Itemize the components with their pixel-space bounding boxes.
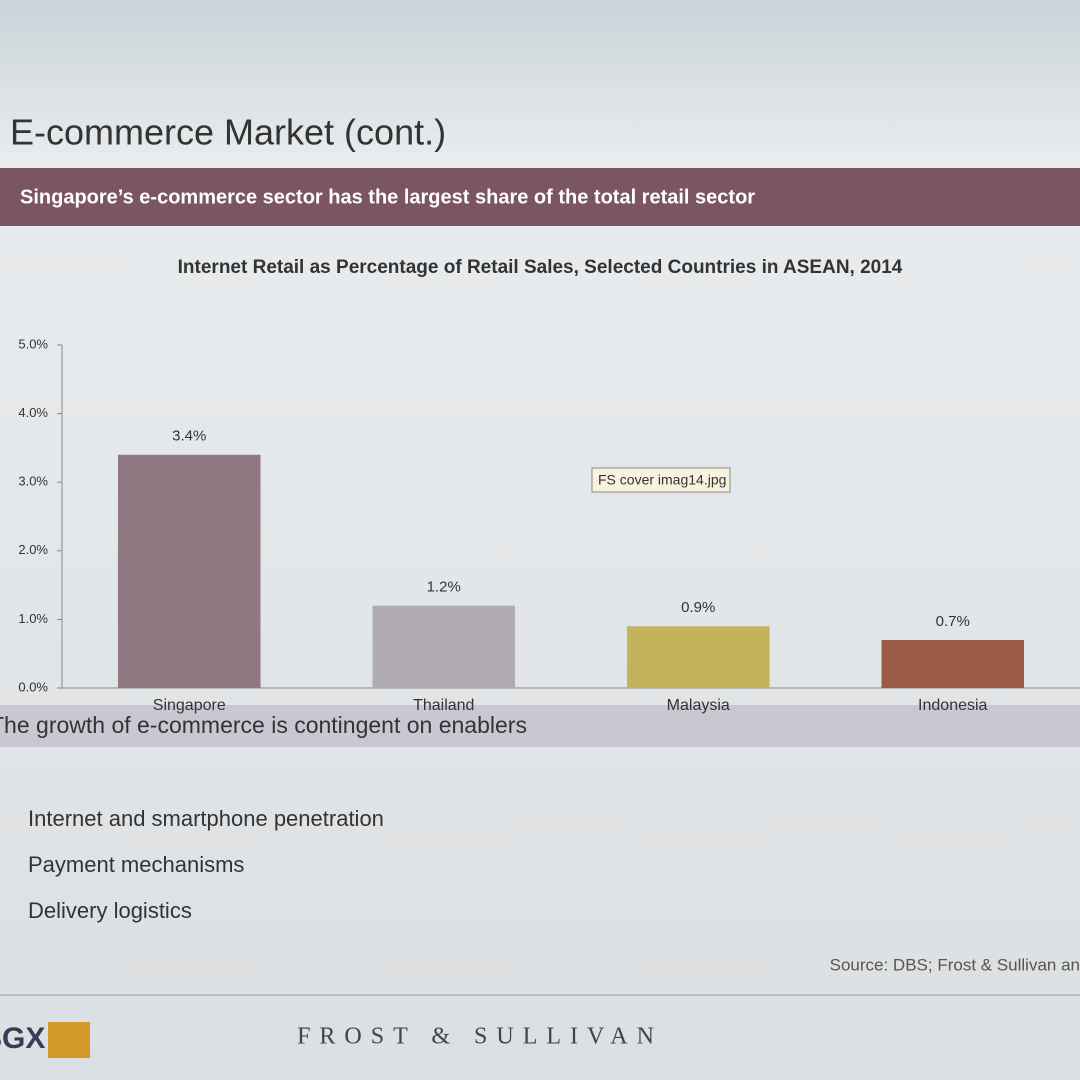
footer-brand: FROST & SULLIVAN [297, 1024, 663, 1050]
bullet: Payment mechanisms [28, 852, 244, 877]
y-tick-label: 2.0% [18, 542, 48, 557]
bar [372, 605, 516, 688]
value-label: 1.2% [427, 579, 461, 596]
value-label: 0.9% [681, 599, 715, 616]
banner-text: Singapore’s e-commerce sector has the la… [20, 186, 755, 208]
x-tick-label: Thailand [413, 697, 474, 714]
value-label: 0.7% [936, 613, 970, 630]
source: Source: DBS; Frost & Sullivan an [830, 955, 1080, 974]
x-tick-label: Singapore [153, 697, 226, 714]
tooltip-text: FS cover imag14.jpg [598, 472, 726, 488]
tooltip [591, 467, 731, 493]
logo-mark [48, 1022, 90, 1058]
y-tick-label: 3.0% [18, 474, 48, 489]
bar [881, 639, 1025, 688]
y-tick-label: 1.0% [18, 611, 48, 626]
chart-title: Internet Retail as Percentage of Retail … [178, 257, 903, 278]
x-tick-label: Malaysia [667, 697, 730, 714]
value-label: 3.4% [172, 428, 206, 445]
banner [0, 168, 1080, 226]
section-heading: The growth of e-commerce is contingent o… [0, 712, 527, 738]
bar [117, 454, 261, 688]
slide-title: E-commerce Market (cont.) [10, 112, 446, 153]
y-tick-label: 4.0% [18, 405, 48, 420]
bar [626, 626, 770, 688]
section-band [0, 705, 1080, 747]
bullet: Delivery logistics [28, 898, 192, 923]
y-tick-label: 5.0% [18, 336, 48, 351]
x-tick-label: Indonesia [918, 697, 987, 714]
y-tick-label: 0.0% [18, 679, 48, 694]
bullet: Internet and smartphone penetration [28, 806, 384, 831]
footer-logo: SGX [0, 1022, 45, 1055]
